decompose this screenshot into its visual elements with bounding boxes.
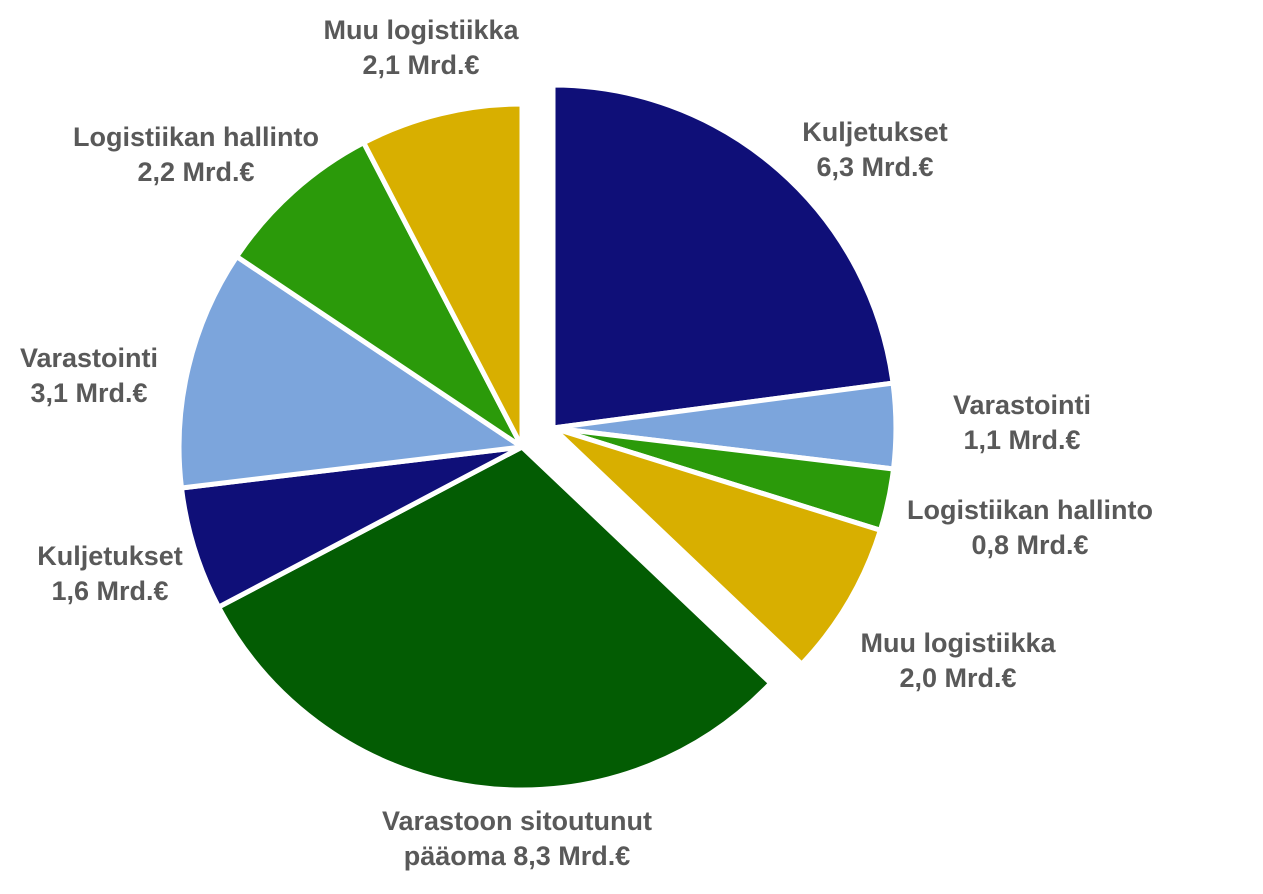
pie-slice-6-varastointi [176,254,525,491]
pie-slice-0-kuljetukset [550,82,896,431]
pie-slice-3-muu-logistiikka [550,425,883,667]
pie-slice-8-muu-logistiikka [361,101,525,450]
pie-slice-4-varastoon-sitoutunut-p-oma [216,444,774,793]
pie-slice-7-logistiikan-hallinto [234,140,525,450]
